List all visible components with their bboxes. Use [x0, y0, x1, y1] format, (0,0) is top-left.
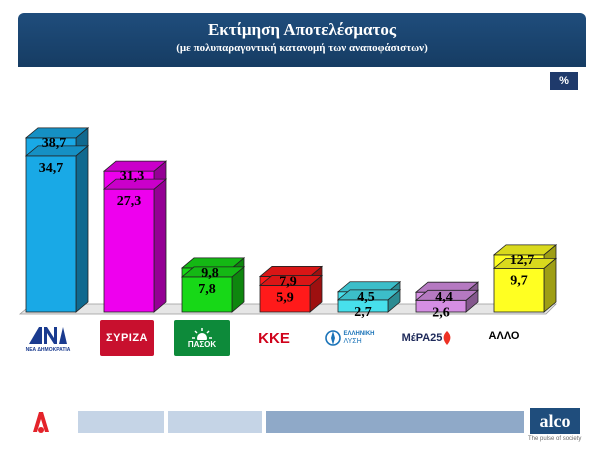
bar-value-4-top	[336, 289, 402, 301]
mera25-logo: ΜέΡΑ25	[398, 320, 456, 356]
value-label-6: 9,7	[510, 273, 528, 288]
syriza-logo-text: ΣΥΡΙΖΑ	[106, 332, 148, 344]
footer-bar-1	[78, 411, 164, 433]
el-logo-line2: ΛΥΣΗ	[343, 338, 362, 345]
bar-value-2-front	[181, 276, 233, 313]
pasok-logo-text: ΠΑΣΟΚ	[187, 339, 217, 349]
bar-total-1-top	[102, 160, 168, 172]
value-label-0: 34,7	[39, 161, 64, 176]
brand-logo: alco	[530, 408, 580, 434]
chart-title: Εκτίμηση Αποτελέσματος	[207, 20, 397, 39]
value-label-5: 2,6	[432, 305, 450, 320]
footer-bar-2	[168, 411, 262, 433]
header-banner: Εκτίμηση Αποτελέσματος (με πολυπαραγοντι…	[18, 13, 586, 67]
total-label-6: 12,7	[510, 253, 535, 268]
sun-icon	[192, 327, 212, 340]
bar-value-5-top	[414, 289, 480, 301]
nd-emblem-icon	[29, 326, 67, 344]
total-label-5: 4,4	[435, 290, 453, 305]
bar-value-6-front	[493, 267, 545, 313]
unit-badge: %	[550, 72, 578, 90]
value-label-4: 2,7	[354, 305, 372, 320]
value-label-2: 7,8	[198, 282, 216, 297]
bar-value-1-side	[153, 178, 167, 313]
total-label-1: 31,3	[120, 169, 145, 184]
bar-value-2-top	[180, 266, 246, 278]
kke-logo: ΚΚΕ	[252, 320, 296, 356]
chart-subtitle: (με πολυπαραγοντική κατανομή των αναποφά…	[176, 42, 428, 54]
bar-value-3-top	[258, 275, 324, 286]
footer-bar-3	[266, 411, 524, 433]
total-label-4: 4,5	[357, 290, 375, 305]
pasok-logo: ΠΑΣΟΚ	[174, 320, 230, 356]
kke-logo-text: ΚΚΕ	[258, 329, 290, 347]
bar-value-6-top	[492, 257, 558, 269]
nd-logo: ΝΕΑ ΔΗΜΟΚΡΑΤΙΑ	[20, 318, 76, 358]
elliniki-lysi-logo: ΕΛΛΗΝΙΚΗ ΛΥΣΗ	[320, 318, 380, 358]
el-logo-line1: ΕΛΛΗΝΙΚΗ	[343, 331, 375, 337]
bar-total-6-top	[492, 244, 558, 256]
brand-tagline: The pulse of society	[528, 436, 582, 442]
nd-logo-caption: ΝΕΑ ΔΗΜΟΚΡΑΤΙΑ	[25, 346, 71, 353]
bar-value-1-top	[102, 178, 168, 190]
total-label-3: 7,9	[279, 274, 297, 289]
flame-icon	[444, 331, 451, 345]
bar-value-0-top	[24, 145, 90, 157]
allo-label: ΑΛΛΟ	[488, 330, 520, 342]
compass-icon	[325, 330, 342, 346]
total-label-2: 9,8	[201, 266, 219, 281]
syriza-logo: ΣΥΡΙΖΑ	[100, 320, 154, 356]
value-label-1: 27,3	[117, 194, 142, 209]
bar-value-0-front	[25, 155, 77, 313]
value-label-3: 5,9	[276, 290, 294, 305]
pollster-mark-icon	[33, 412, 49, 433]
bar-value-0-side	[75, 144, 89, 313]
bar-total-0-top	[24, 127, 90, 139]
total-label-0: 38,7	[42, 136, 67, 151]
bar-value-1-front	[103, 188, 155, 313]
mera25-logo-text: ΜέΡΑ25	[401, 332, 443, 344]
